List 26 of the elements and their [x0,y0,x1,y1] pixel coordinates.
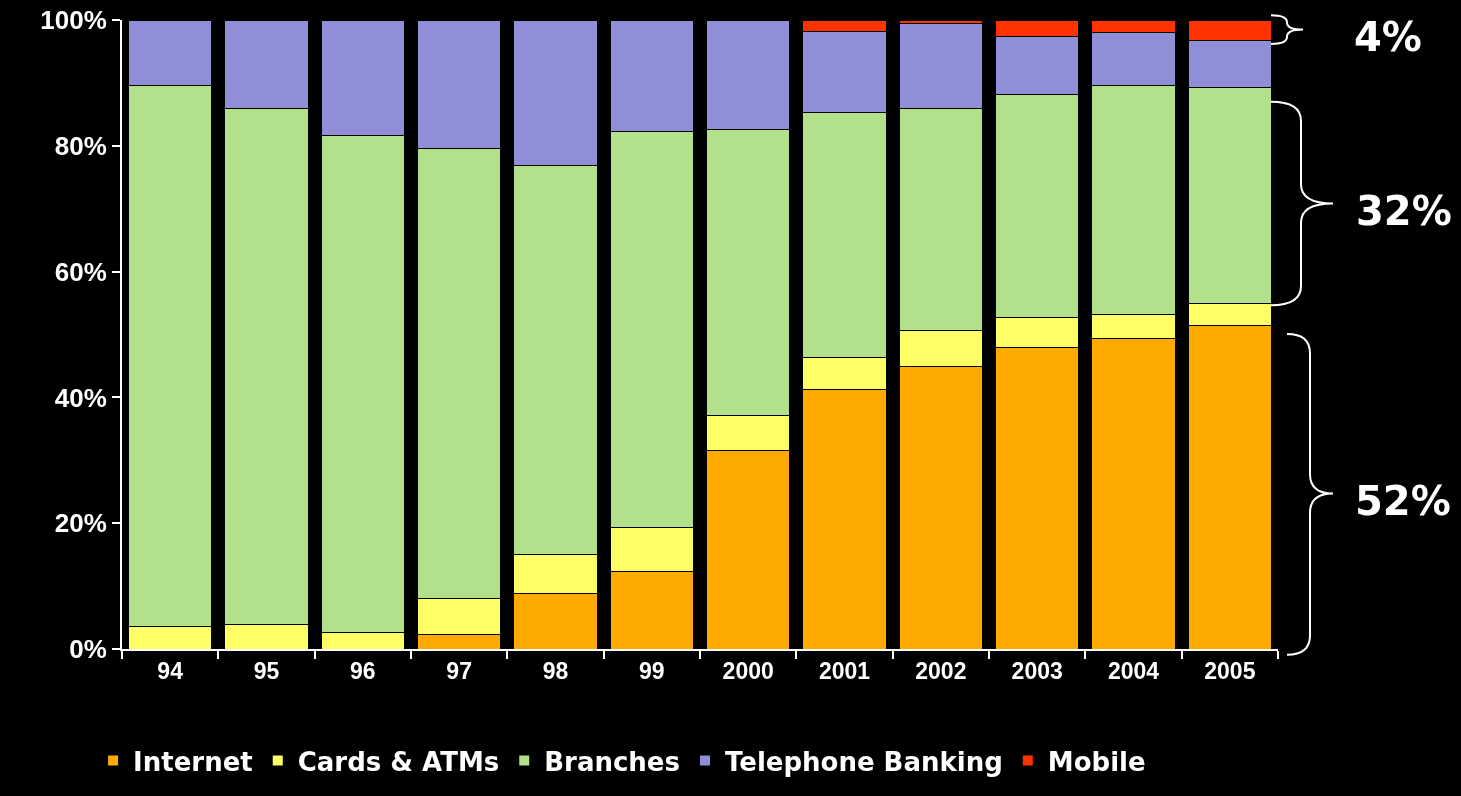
text: 4% [1354,14,1422,60]
x-tick-label: 99 [639,657,665,684]
y-tick-label: 80% [54,130,107,161]
x-tick-label: 2002 [915,657,967,684]
x-tick-label: 2003 [1011,657,1063,684]
y-tick-label: 40% [54,382,107,413]
legend-label: Mobile [1047,746,1146,777]
x-tick-label: 2004 [1107,657,1160,684]
x-tick-label: 95 [253,657,280,684]
legend-label: Cards & ATMs [297,746,500,777]
x-tick-label: 97 [446,657,472,684]
x-tick-label: 94 [157,657,184,684]
x-tick-label: 2001 [818,657,871,684]
y-tick-label: 20% [54,508,107,539]
x-tick-label: 2005 [1204,657,1256,684]
text: 52% [1355,478,1451,524]
legend-label: Branches [544,746,680,777]
x-tick-label: 2000 [722,657,774,684]
y-tick-label: 0% [69,634,107,665]
text: 32% [1356,188,1452,234]
y-tick-label: 60% [54,256,107,287]
x-tick-label: 96 [350,657,376,684]
x-tick-label: 98 [542,657,569,684]
y-tick-label: 100% [40,5,107,36]
legend-label: Internet [133,746,253,777]
legend-label: Telephone Banking [724,746,1003,777]
